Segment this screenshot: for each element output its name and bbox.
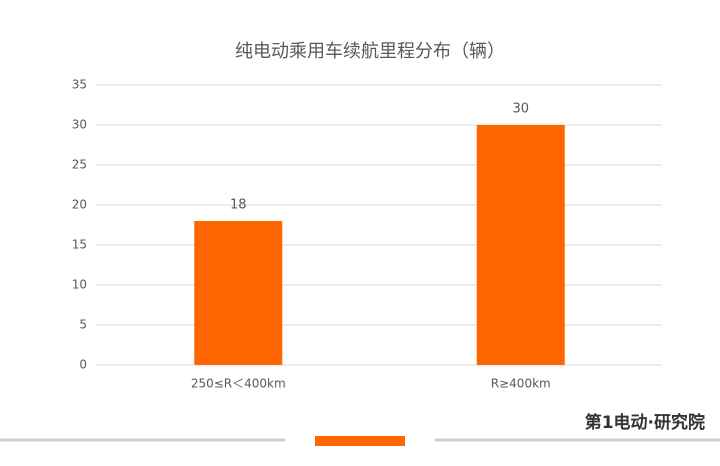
y-tick-label: 30 bbox=[72, 118, 87, 132]
bar bbox=[194, 221, 283, 365]
x-tick-label: R≥400km bbox=[491, 377, 551, 391]
y-tick-label: 20 bbox=[72, 198, 87, 212]
x-tick-label: 250≤R＜400km bbox=[191, 377, 286, 391]
y-tick-label: 15 bbox=[72, 238, 87, 252]
y-tick-label: 10 bbox=[72, 278, 87, 292]
chart-title: 纯电动乘用车续航里程分布（辆） bbox=[235, 41, 505, 62]
y-tick-label: 0 bbox=[79, 358, 87, 372]
y-tick-label: 35 bbox=[72, 78, 87, 92]
value-label: 18 bbox=[230, 198, 247, 213]
bar bbox=[476, 125, 565, 365]
brand: 第1电动·研究院 bbox=[585, 412, 705, 433]
y-tick-label: 5 bbox=[79, 318, 87, 332]
y-tick-label: 25 bbox=[72, 158, 87, 172]
footer-accent bbox=[315, 436, 405, 446]
value-label: 30 bbox=[512, 102, 529, 117]
